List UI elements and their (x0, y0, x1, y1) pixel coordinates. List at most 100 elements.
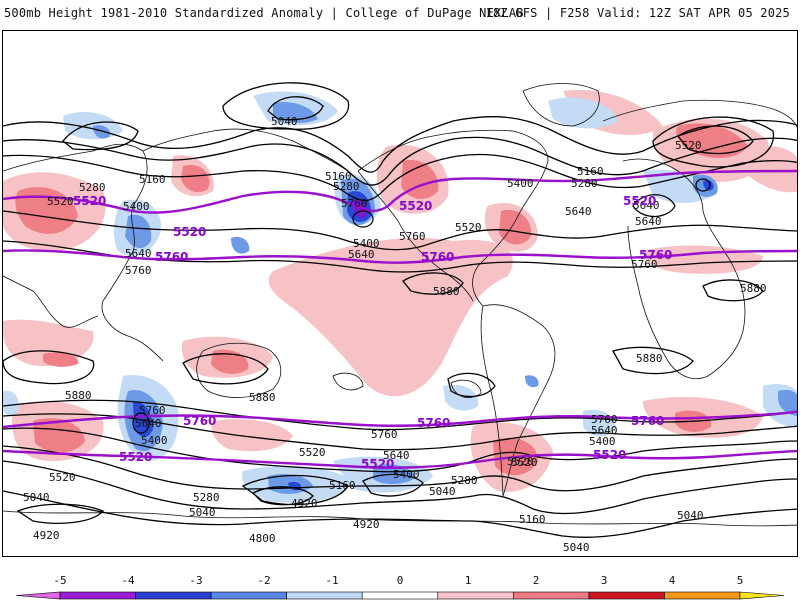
contour-label: 5640 (565, 205, 592, 218)
contour-label: 5760 (631, 258, 658, 271)
highlight-contours (3, 169, 797, 469)
highlight-5760-south (3, 410, 797, 429)
contour-label: 5640 (383, 449, 410, 462)
contour-label: 5040 (189, 506, 216, 519)
colorbar-bin (59, 591, 136, 600)
highlight-label: 5760 (417, 416, 450, 430)
negative-anomaly-core (778, 389, 797, 416)
closed-low-markers (132, 178, 711, 434)
colorbar-tick-label: 2 (533, 574, 540, 587)
contour-label: 5520 (49, 471, 76, 484)
contour-label: 5280 (79, 181, 106, 194)
contour-label: 5640 (135, 417, 162, 430)
contour-5040-nw (62, 121, 139, 151)
positive-anomaly-area (211, 419, 293, 452)
colorbar-ticks: -5 -4 -3 -2 -1 0 1 2 3 4 5 (53, 574, 743, 587)
colorbar-arrow-right (739, 591, 785, 600)
contour-label: 5400 (123, 200, 150, 213)
contour-5040-north (222, 82, 350, 130)
anomaly-map: 5040 5160 5280 5400 5520 5640 5760 5160 … (3, 82, 797, 554)
highlight-label: 5520 (593, 448, 626, 462)
map-panel: 5040 5160 5280 5400 5520 5640 5760 5160 … (2, 30, 798, 557)
run-valid-time: 18Z GFS | F258 Valid: 12Z SAT APR 05 202… (485, 6, 790, 20)
contour-5280-band (3, 136, 797, 186)
colorbar-bin (588, 591, 665, 600)
colorbar-bin (664, 591, 741, 600)
contour-label: 5400 (589, 435, 616, 448)
contour-5040-south (3, 490, 797, 538)
contour-label: 5400 (507, 177, 534, 190)
contour-4920-north (267, 96, 324, 121)
contour-label: 5880 (249, 391, 276, 404)
contour-5640-south (3, 413, 797, 451)
contour-5880-d (612, 346, 694, 375)
height-contours (3, 82, 797, 538)
contour-label: 5160 (329, 479, 356, 492)
contour-5640-band (3, 210, 797, 251)
colorbar-tick-label: 0 (397, 574, 404, 587)
contour-label: 5880 (65, 389, 92, 402)
contour-label: 5520 (511, 456, 538, 469)
contour-5160-south (3, 460, 797, 515)
contour-label: 5520 (507, 455, 534, 468)
colorbar-bin (361, 591, 439, 600)
contour-label: 4920 (291, 497, 318, 510)
contour-5400-band (3, 153, 797, 202)
contour-5880-e (702, 279, 764, 302)
colorbar-tick-label: 5 (737, 574, 744, 587)
contour-label: 5520 (675, 139, 702, 152)
highlight-5520-north (3, 169, 797, 214)
contour-label: 5040 (677, 509, 704, 522)
map-title: 500mb Height 1981-2010 Standardized Anom… (4, 6, 524, 20)
contour-label: 4920 (353, 518, 380, 531)
colorbar-arrow-left (15, 591, 61, 600)
colorbar-bin (513, 591, 590, 600)
highlight-label: 5760 (421, 250, 454, 264)
contour-label: 5040 (429, 485, 456, 498)
contour-label: 5280 (571, 177, 598, 190)
contour-label: 5520 (455, 221, 482, 234)
positive-anomaly-core (43, 352, 79, 367)
colorbar-tick-label: 3 (601, 574, 608, 587)
contour-5880-c (447, 372, 496, 398)
contour-label: 5640 (348, 248, 375, 261)
contour-5160-band (3, 116, 797, 173)
highlight-label: 5760 (155, 250, 188, 264)
contour-label: 5640 (591, 424, 618, 437)
contour-5280-south (3, 445, 797, 492)
contour-label: 5760 (399, 230, 426, 243)
contour-5880-b (182, 353, 269, 385)
contour-label: 5640 (633, 199, 660, 212)
contour-label: 5160 (139, 173, 166, 186)
negative-anomaly-area (3, 390, 19, 416)
negative-anomaly-core (93, 125, 110, 139)
colorbar-bin (135, 591, 212, 600)
colorbar-legend: -5 -4 -3 -2 -1 0 1 2 3 4 5 (15, 574, 785, 600)
coastlines (3, 83, 797, 527)
colorbar-tick-label: -5 (53, 574, 66, 587)
contour-5400-ne (652, 116, 775, 168)
contour-label: 5280 (451, 474, 478, 487)
highlight-label: 5520 (623, 194, 656, 208)
colorbar-tick-label: -3 (189, 574, 202, 587)
contour-label: 5040 (563, 541, 590, 554)
contour-label: 5040 (23, 491, 50, 504)
contour-label: 5760 (341, 197, 368, 210)
contour-label: 5520 (299, 446, 326, 459)
positive-anomaly-core (33, 418, 85, 453)
contour-label: 5760 (125, 264, 152, 277)
colorbar-tick-label: -1 (325, 574, 338, 587)
negative-anomaly-core (125, 214, 152, 249)
negative-anomaly-area (443, 384, 479, 411)
contour-label: 5880 (636, 352, 663, 365)
contour-5640-eu (632, 194, 676, 218)
colorbar-bins (15, 591, 785, 600)
contour-label: 4800 (249, 532, 276, 545)
highlight-5520-south (3, 449, 797, 469)
contour-label: 5160 (519, 513, 546, 526)
contour-label: 5040 (271, 115, 298, 128)
contour-5880-na (402, 272, 464, 295)
colorbar-tick-label: -2 (257, 574, 270, 587)
contour-label: 5160 (577, 165, 604, 178)
positive-anomaly-area (743, 145, 797, 193)
